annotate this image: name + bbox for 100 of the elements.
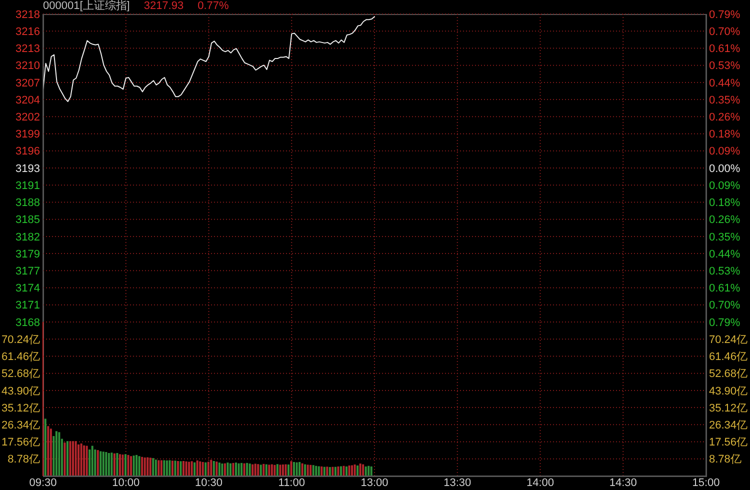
y-tick-label: 52.68亿 xyxy=(1,368,40,380)
y-tick-label: 3177 xyxy=(16,266,40,278)
bar xyxy=(326,466,328,476)
y2-tick-label: 8.78亿 xyxy=(709,454,742,466)
bar xyxy=(315,466,318,476)
bar xyxy=(310,464,312,476)
bar xyxy=(260,464,262,476)
y2-tick-label: 43.90亿 xyxy=(709,385,748,398)
x-tick-label: 10:00 xyxy=(112,476,140,489)
bar xyxy=(83,445,86,476)
bar xyxy=(190,461,193,476)
bar xyxy=(149,458,152,476)
bar xyxy=(232,462,234,476)
bar xyxy=(262,464,265,476)
y-tick-label: 3207 xyxy=(16,77,40,90)
bar xyxy=(64,442,66,476)
bar xyxy=(221,464,224,476)
y-tick-label: 3210 xyxy=(16,60,40,72)
bar xyxy=(88,449,91,476)
bar xyxy=(160,460,162,476)
y-tick-label: 3216 xyxy=(16,26,40,38)
bar xyxy=(180,461,182,476)
bar xyxy=(312,465,314,476)
bar xyxy=(210,460,212,476)
y-tick-label: 3218 xyxy=(16,8,40,21)
y-tick-label: 3204 xyxy=(16,94,40,106)
y2-tick-label: 17.56亿 xyxy=(709,436,748,449)
bar xyxy=(359,464,362,476)
y2-tick-label: 0.53% xyxy=(709,60,740,72)
bar xyxy=(290,461,292,476)
bar xyxy=(94,449,96,476)
y-tick-label: 3191 xyxy=(16,180,40,192)
y-tick-label: 61.46亿 xyxy=(1,351,40,364)
chart-title: 000001[上证综指] xyxy=(43,0,130,13)
bar xyxy=(345,466,348,476)
bar xyxy=(47,426,50,476)
bar xyxy=(204,462,207,476)
y2-tick-label: 26.34亿 xyxy=(709,420,748,432)
bar xyxy=(158,460,160,476)
y2-tick-label: 0.61% xyxy=(709,282,740,295)
y-tick-label: 3185 xyxy=(16,214,40,226)
y2-tick-label: 0.35% xyxy=(709,94,740,106)
y2-tick-label: 0.44% xyxy=(709,77,740,90)
bar xyxy=(176,460,179,476)
bar xyxy=(284,464,287,476)
bar xyxy=(287,464,290,476)
bar xyxy=(168,460,171,476)
y2-tick-label: 0.79% xyxy=(709,316,740,329)
bar xyxy=(246,462,248,476)
bar xyxy=(207,462,210,476)
y2-tick-label: 0.26% xyxy=(709,214,740,226)
bar xyxy=(108,453,110,476)
bar xyxy=(268,464,270,476)
bar xyxy=(362,464,364,476)
y2-tick-label: 70.24亿 xyxy=(709,334,748,346)
bar xyxy=(216,462,218,476)
bar xyxy=(304,464,306,476)
bar xyxy=(91,446,94,476)
bar xyxy=(368,466,370,476)
bar xyxy=(323,466,326,476)
x-tick-label: 15:00 xyxy=(692,476,720,489)
bar xyxy=(136,454,138,476)
y-tick-label: 17.56亿 xyxy=(1,436,40,449)
bar xyxy=(301,463,304,476)
bar xyxy=(194,462,196,476)
y-tick-label: 70.24亿 xyxy=(1,334,40,346)
x-tick-label: 13:00 xyxy=(360,476,388,489)
x-tick-label: 13:30 xyxy=(444,476,472,489)
bar xyxy=(44,418,46,476)
bar xyxy=(279,464,282,476)
y2-tick-label: 0.09% xyxy=(709,180,740,192)
bar xyxy=(199,461,202,476)
bar xyxy=(218,462,220,476)
y-tick-label: 3168 xyxy=(16,316,40,329)
y2-tick-label: 0.09% xyxy=(709,146,740,158)
bar xyxy=(58,432,60,476)
bar xyxy=(130,456,132,476)
bar xyxy=(320,466,323,476)
bar xyxy=(318,466,320,476)
y2-tick-label: 52.68亿 xyxy=(709,368,748,380)
y-tick-label: 26.34亿 xyxy=(1,420,40,432)
bar xyxy=(55,431,58,476)
y-tick-label: 3193 xyxy=(16,162,40,175)
bar xyxy=(127,454,130,476)
y2-tick-label: 0.53% xyxy=(709,266,740,278)
bar xyxy=(166,460,168,476)
x-tick-label: 10:30 xyxy=(194,476,223,489)
y2-tick-label: 0.70% xyxy=(709,26,740,38)
text: 3217.93 xyxy=(144,0,184,13)
bar xyxy=(163,460,166,476)
bar xyxy=(293,462,296,476)
bar xyxy=(364,466,367,476)
y2-tick-label: 61.46亿 xyxy=(709,351,748,364)
bar xyxy=(348,465,350,476)
bar xyxy=(110,452,113,476)
bar xyxy=(152,458,154,476)
bar xyxy=(132,456,135,476)
bar xyxy=(370,466,372,476)
bar xyxy=(144,457,146,476)
y2-tick-label: 0.35% xyxy=(709,231,740,244)
